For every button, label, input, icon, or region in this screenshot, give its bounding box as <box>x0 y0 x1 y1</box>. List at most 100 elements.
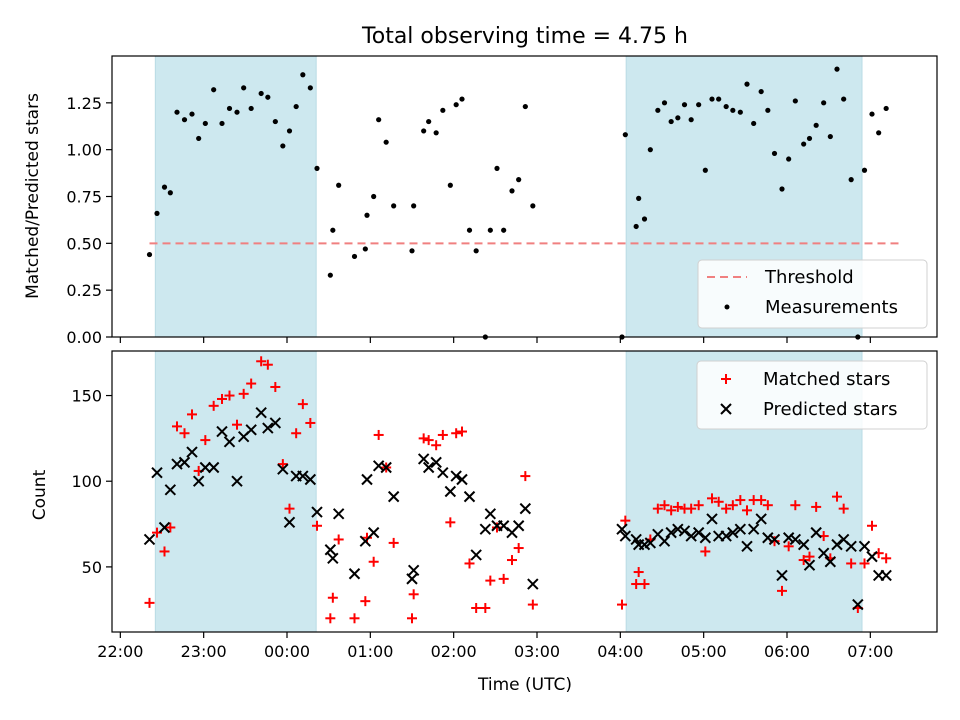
measurement-point <box>453 102 459 108</box>
measurement-point <box>189 111 195 117</box>
ratio-ytick-label: 0.25 <box>66 281 102 300</box>
predicted-star-point <box>658 535 671 547</box>
predicted-star-point <box>311 506 323 518</box>
predicted-star-point <box>456 473 468 486</box>
measurement-point <box>494 165 500 171</box>
predicted-star-point <box>720 530 732 542</box>
matched-star-point <box>527 599 538 610</box>
predicted-star-point <box>192 475 205 487</box>
measurement-point <box>876 130 882 136</box>
legend-matched-marker <box>721 374 731 384</box>
measurement-point <box>411 203 417 209</box>
matched-star-point <box>464 558 475 569</box>
measurement-point <box>440 107 446 113</box>
predicted-star-point <box>776 569 788 582</box>
predicted-star-point <box>685 530 697 542</box>
legend-predicted-marker <box>720 403 732 415</box>
measurement-point <box>516 177 522 183</box>
predicted-star-point <box>297 470 309 482</box>
predicted-star-point <box>216 425 228 438</box>
predicted-star-point <box>380 461 392 474</box>
matched-star-point <box>859 558 870 569</box>
matched-star-point <box>492 522 502 533</box>
matched-star-point <box>457 426 467 437</box>
predicted-star-point <box>430 456 442 469</box>
measurement-point <box>765 107 771 113</box>
matched-star-point <box>445 517 456 528</box>
measurement-point <box>258 90 264 97</box>
measurement-point <box>421 128 427 134</box>
matched-star-point <box>368 556 379 567</box>
predicted-star-point <box>741 540 753 553</box>
matched-star-point <box>783 541 794 552</box>
predicted-star-point <box>186 446 198 458</box>
matched-star-point <box>451 428 462 439</box>
ratio-ytick-label: 1.25 <box>66 94 102 113</box>
matched-star-point <box>423 435 434 446</box>
predicted-star-point <box>845 540 857 553</box>
xtick-label: 02:00 <box>431 642 477 661</box>
measurement-point <box>330 227 336 233</box>
matched-star-point <box>620 515 631 526</box>
predicted-star-point <box>158 521 171 534</box>
predicted-star-point <box>164 484 177 496</box>
measurement-point <box>813 122 819 128</box>
x-axis-label: Time (UTC) <box>477 675 572 695</box>
counts-y-label: Count <box>30 469 50 520</box>
measurement-point <box>661 100 668 106</box>
predicted-star-point <box>672 523 684 535</box>
predicted-star-point <box>223 436 236 448</box>
ratio-y-label: Matched/Predicted stars <box>23 93 43 299</box>
predicted-star-point <box>665 526 677 539</box>
measurement-point <box>248 105 254 112</box>
measurement-point <box>241 85 247 91</box>
matched-star-point <box>693 500 704 511</box>
matched-star-point <box>707 493 717 504</box>
matched-star-point <box>686 503 697 514</box>
matched-star-point <box>224 390 235 401</box>
predicted-star-point <box>367 526 380 539</box>
measurement-point <box>681 102 688 108</box>
matched-star-point <box>208 400 219 411</box>
matched-star-point <box>297 399 308 410</box>
measurement-point <box>869 111 875 117</box>
measurement-point <box>459 96 465 102</box>
matched-star-point <box>349 613 360 624</box>
predicted-star-point <box>699 532 712 544</box>
measurement-point <box>675 115 681 121</box>
predicted-star-point <box>797 538 810 551</box>
measurement-point <box>647 147 653 153</box>
predicted-star-point <box>479 523 492 535</box>
predicted-stars-points <box>143 406 892 611</box>
matched-star-point <box>672 501 683 512</box>
measurement-point <box>314 165 320 171</box>
matched-star-point <box>291 428 302 439</box>
measurement-point <box>806 135 813 142</box>
predicted-star-point <box>143 533 156 546</box>
predicted-star-point <box>277 463 289 475</box>
matched-star-point <box>246 378 257 389</box>
predicted-star-point <box>519 502 532 515</box>
predicted-star-point <box>470 549 482 561</box>
measurement-point <box>883 105 889 112</box>
counts-ytick-label: 50 <box>82 558 102 577</box>
measurement-point <box>272 118 278 125</box>
matched-star-point <box>777 585 787 596</box>
measurement-point <box>336 182 342 188</box>
measurement-point <box>391 203 397 209</box>
measurement-point <box>668 118 674 125</box>
predicted-star-point <box>359 535 372 547</box>
matched-star-point <box>507 555 517 566</box>
measurement-point <box>226 105 233 112</box>
matched-star-point <box>165 522 176 533</box>
predicted-star-point <box>619 530 632 542</box>
matched-star-point <box>360 596 371 607</box>
xtick-label: 05:00 <box>681 642 727 661</box>
predicted-star-point <box>178 456 191 469</box>
xtick-label: 03:00 <box>514 642 560 661</box>
ratio-panel: 0.00 0.25 0.50 0.75 1.00 1.25 Matched/Predict… <box>23 55 938 347</box>
measurement-point <box>821 100 827 106</box>
matched-star-point <box>513 543 524 554</box>
predicted-star-point <box>484 508 497 520</box>
